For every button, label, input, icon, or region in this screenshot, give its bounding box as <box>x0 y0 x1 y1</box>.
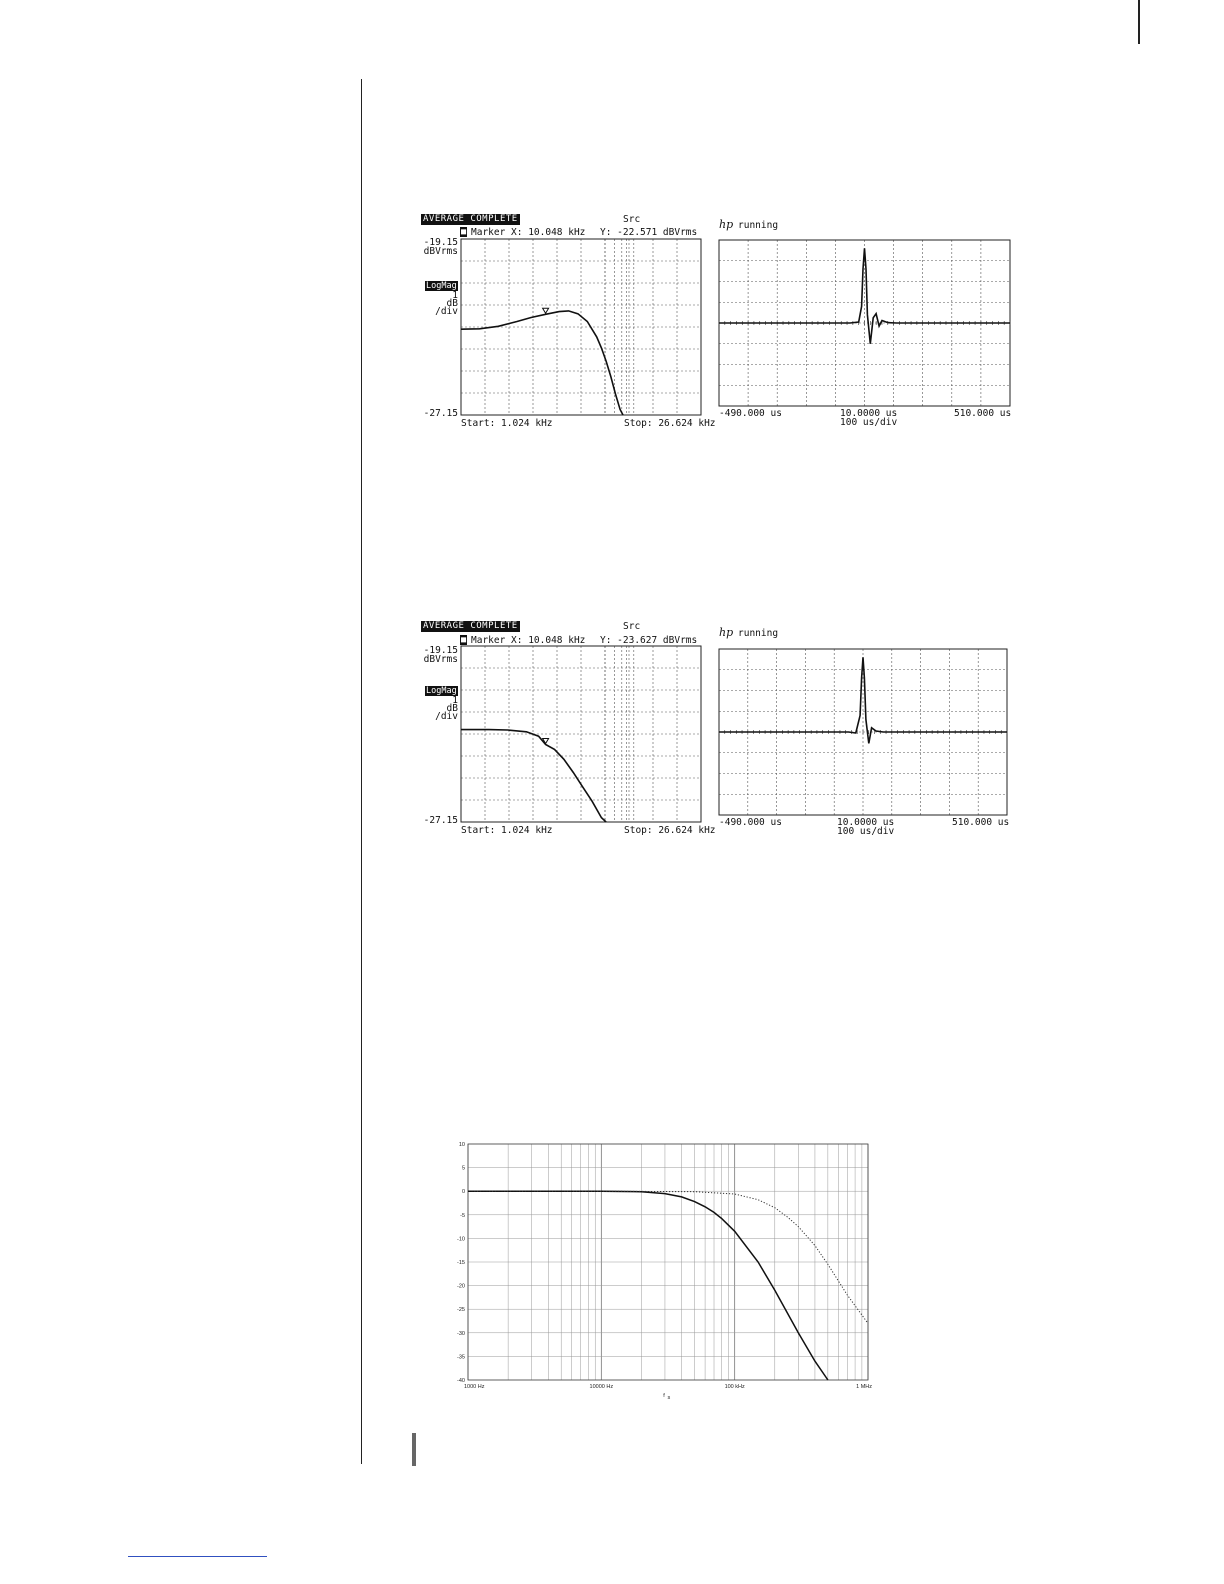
run-state-label: running <box>738 628 779 639</box>
left-margin-rule <box>361 79 362 1464</box>
run-state-label: running <box>738 220 779 231</box>
scale-badge: LogMag <box>425 686 458 696</box>
y-top-label: -19.15 <box>423 237 458 248</box>
top-right-rule <box>1138 0 1140 44</box>
y-tick-label: -25 <box>457 1307 465 1313</box>
y-bottom-label: -27.15 <box>423 408 458 419</box>
time-right-label: 510.000 us <box>952 817 1010 828</box>
time-left-label: -490.000 us <box>719 408 782 419</box>
scale-per-div: /div <box>435 306 458 317</box>
scale-per-div: /div <box>435 711 458 722</box>
scale-value: 1 <box>452 290 458 301</box>
time-per-div-label: 100 us/div <box>837 826 895 837</box>
marker-y-readout: Y: -23.627 dBVrms <box>600 635 698 646</box>
y-bottom-label: -27.15 <box>423 815 458 826</box>
source-label: Src <box>623 214 641 225</box>
x-tick-label: 1 MHz <box>856 1384 872 1390</box>
start-freq-label: Start: 1.024 kHz <box>461 825 553 836</box>
x-axis-label-subscript: s <box>668 1395 671 1401</box>
y-tick-label: -35 <box>457 1354 465 1360</box>
time-center-label: 10.0000 us <box>840 408 898 419</box>
marker-triangle-icon <box>541 307 550 315</box>
x-axis-label: f <box>663 1393 665 1399</box>
scale-badge: LogMag <box>425 281 458 291</box>
y-unit-label: dBVrms <box>423 246 458 257</box>
time-plot-2 <box>718 648 1008 816</box>
x-tick-label: 1000 Hz <box>464 1384 485 1390</box>
marker-indicator-icon: ■ <box>460 635 468 645</box>
plot-frame <box>460 645 702 823</box>
marker-indicator-icon: ■ <box>460 227 468 237</box>
frequency-response-trace <box>461 728 607 823</box>
x-tick-label: 100 kHz <box>725 1384 745 1390</box>
hp-logo-icon: hp <box>719 626 734 639</box>
scale-unit: dB <box>446 703 458 714</box>
stop-freq-label: Stop: 26.624 kHz <box>624 825 716 836</box>
source-label: Src <box>623 621 641 632</box>
y-tick-label: -10 <box>457 1236 465 1242</box>
x-tick-label: 10000 Hz <box>590 1384 614 1390</box>
plot-frame <box>467 1143 869 1381</box>
status-badge: AVERAGE COMPLETE <box>421 214 520 225</box>
scale-unit: dB <box>446 298 458 309</box>
impulse-response-trace <box>719 248 1010 344</box>
footer-link-underline <box>128 1556 267 1557</box>
time-plot-1 <box>718 239 1011 407</box>
y-tick-label: -30 <box>457 1331 465 1337</box>
y-tick-label: 5 <box>462 1166 465 1172</box>
response-curve-solid <box>468 1190 829 1381</box>
marker-y-readout: Y: -22.571 dBVrms <box>600 227 698 238</box>
y-tick-label: -15 <box>457 1260 465 1266</box>
marker-x-readout: Marker X: 10.048 kHz <box>471 227 586 238</box>
time-per-div-label: 100 us/div <box>840 417 898 428</box>
status-badge: AVERAGE COMPLETE <box>421 621 520 632</box>
marker-triangle-icon <box>541 737 550 745</box>
time-left-label: -490.000 us <box>719 817 782 828</box>
y-top-label: -19.15 <box>423 645 458 656</box>
y-tick-label: 0 <box>462 1189 465 1195</box>
y-tick-label: -5 <box>460 1213 465 1219</box>
hp-logo-icon: hp <box>719 218 734 231</box>
change-bar <box>412 1433 416 1466</box>
plot-frame <box>460 238 702 416</box>
scale-value: 1 <box>452 695 458 706</box>
frequency-response-trace <box>460 310 624 416</box>
y-unit-label: dBVrms <box>423 654 458 665</box>
marker-x-readout: Marker X: 10.048 kHz <box>471 635 586 646</box>
time-center-label: 10.0000 us <box>837 817 895 828</box>
freq-plot-1 <box>460 238 702 416</box>
stop-freq-label: Stop: 26.624 kHz <box>624 418 716 429</box>
y-tick-label: -40 <box>457 1378 465 1384</box>
start-freq-label: Start: 1.024 kHz <box>461 418 553 429</box>
y-tick-label: -20 <box>457 1284 465 1290</box>
impulse-response-trace <box>719 657 1007 744</box>
time-right-label: 510.000 us <box>954 408 1012 419</box>
freq-plot-2 <box>460 645 702 823</box>
response-curve-dotted <box>468 1190 869 1324</box>
y-tick-label: 10 <box>459 1142 465 1148</box>
